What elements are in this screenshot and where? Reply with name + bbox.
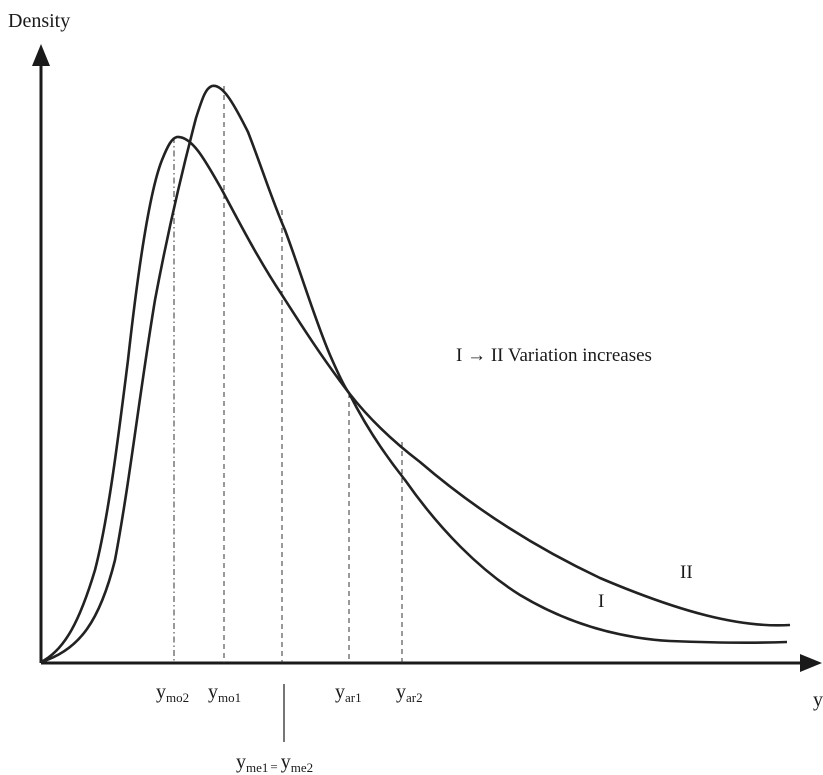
curve-II-label: II <box>680 562 693 583</box>
y-axis-arrowhead <box>32 44 50 66</box>
median-label: yme1 = yme2 <box>236 751 313 775</box>
mode-2-label: ymo2 <box>156 681 189 705</box>
curves <box>40 84 791 664</box>
y-axis-label: Density <box>8 10 70 32</box>
variation-annotation: I → II Variation increases <box>456 345 652 366</box>
mean-1-label: yar1 <box>335 681 362 705</box>
curve-II <box>40 135 791 664</box>
x-axis-label: y <box>813 689 823 711</box>
curve-I <box>40 84 788 664</box>
mean-2-label: yar2 <box>396 681 423 705</box>
curve-I-label: I <box>598 591 604 612</box>
guide-lines <box>173 86 403 742</box>
mode-1-label: ymo1 <box>208 681 241 705</box>
x-axis-arrowhead <box>800 654 822 672</box>
axes <box>32 44 822 672</box>
